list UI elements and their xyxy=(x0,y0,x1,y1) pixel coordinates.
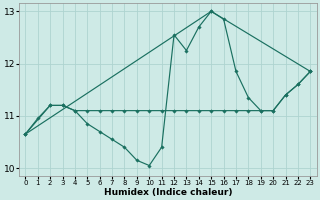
X-axis label: Humidex (Indice chaleur): Humidex (Indice chaleur) xyxy=(104,188,232,197)
